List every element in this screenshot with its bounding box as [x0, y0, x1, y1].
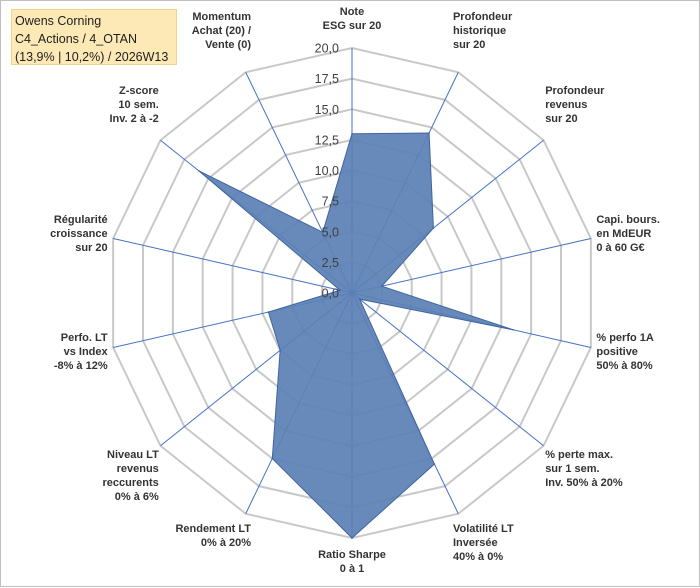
data-point [381, 285, 383, 287]
axis-label-line: croissance [50, 228, 107, 240]
tick-label: 20,0 [315, 42, 339, 56]
axis-label: Capi. bours. en MdEUR 0 à 60 G€ [596, 214, 660, 254]
data-point [321, 231, 324, 234]
tick-label: 0,0 [322, 287, 339, 301]
data-point [271, 457, 274, 460]
axis-label-line: Vente (0) [205, 39, 251, 51]
axis-label-line: 0% à 6% [115, 491, 159, 503]
axis-label-line: revenus [117, 463, 159, 475]
axis-spoke [351, 237, 591, 294]
axis-label: Z-score 10 sem. Inv. 2 à -2 [109, 85, 158, 125]
chart-title-line-2: C4_Actions / 4_OTAN [15, 32, 138, 46]
data-point [512, 329, 515, 331]
axis-label: % perfo 1A positive 50% à 80% [596, 332, 654, 372]
axis-label-line: % perfo 1A [596, 332, 654, 344]
axis-label-line: Momentum [192, 11, 251, 23]
axis-label: Profondeur historique sur 20 [453, 11, 513, 51]
axis-label: Note ESG sur 20 [323, 6, 382, 32]
axis-label: Momentum Achat (20) / Vente (0) [192, 11, 252, 51]
axis-label-line: en MdEUR [596, 228, 651, 240]
axis-label-line: Achat (20) / [192, 25, 251, 37]
axis-label-line: 0% à 20% [201, 537, 251, 549]
data-point [267, 311, 270, 313]
axis-label: Rendement LT 0% à 20% [175, 523, 251, 549]
data-point [279, 349, 281, 352]
axis-label-line: Perfo. LT [61, 332, 108, 344]
axis-label-line: ESG sur 20 [323, 20, 382, 32]
axis-label-line: 50% à 80% [596, 360, 652, 372]
axis-label: % perte max. sur 1 sem. Inv. 50% à 20% [545, 449, 623, 489]
axis-spoke [351, 292, 544, 447]
tick-label: 15,0 [315, 103, 339, 117]
axis-label: Ratio Sharpe 0 à 1 [318, 549, 386, 575]
axis-label-line: sur 20 [75, 242, 107, 254]
axis-label-line: Inv. 2 à -2 [109, 113, 158, 125]
data-point [358, 298, 361, 300]
axis-label-line: 40% à 0% [453, 551, 503, 563]
data-point [197, 170, 200, 172]
chart-title-box: Owens Corning C4_Actions / 4_OTAN (13,9%… [11, 9, 177, 65]
axis-label-line: vs Index [64, 346, 109, 358]
tick-label: 17,5 [315, 72, 339, 86]
data-point [351, 132, 353, 135]
data-point [351, 537, 353, 539]
tick-label: 12,5 [315, 133, 339, 147]
data-point [433, 463, 436, 465]
axis-label-line: 0 à 1 [340, 563, 364, 575]
tick-label: 5,0 [322, 225, 339, 239]
data-point [339, 289, 341, 292]
axis-label: Volatilité LT Inversée 40% à 0% [453, 523, 514, 563]
axis-label-line: 0 à 60 G€ [596, 242, 644, 254]
axis-label-line: Note [340, 6, 364, 18]
axis-label-line: -8% à 12% [54, 360, 108, 372]
axis-label-line: Profondeur [453, 11, 513, 23]
data-point [428, 132, 430, 134]
axis-label-line: Inv. 50% à 20% [545, 477, 623, 489]
axis-label-line: Niveau LT [107, 449, 159, 461]
axis-spoke [113, 237, 353, 294]
axis-label-line: reccurents [103, 477, 159, 489]
tick-label: 10,0 [315, 164, 339, 178]
axis-label: Profondeur revenus sur 20 [545, 85, 605, 125]
axis-label-line: 10 sem. [118, 99, 158, 111]
axis-label-line: sur 20 [453, 39, 485, 51]
axis-label-line: sur 20 [545, 113, 577, 125]
axis-label-line: positive [596, 346, 638, 358]
axis-label: Niveau LT revenus reccurents 0% à 6% [103, 449, 160, 503]
axis-label-line: % perte max. [545, 449, 613, 461]
tick-label: 7,5 [322, 195, 339, 209]
axis-label-line: Z-score [119, 85, 159, 97]
axis-label-line: revenus [545, 99, 587, 111]
axis-label-line: sur 1 sem. [545, 463, 599, 475]
chart-title-line-3: (13,9% | 10,2%) / 2026W13 [15, 50, 169, 64]
axis-label-line: Profondeur [545, 85, 605, 97]
axis-label: Régularité croissance sur 20 [50, 214, 107, 254]
axis-label-line: Régularité [54, 214, 108, 226]
axis-label-line: Inversée [453, 537, 498, 549]
axis-label: Perfo. LT vs Index -8% à 12% [54, 332, 109, 372]
tick-label: 2,5 [322, 256, 339, 270]
axis-label-line: Volatilité LT [453, 523, 514, 535]
chart-title-line-1: Owens Corning [15, 14, 102, 28]
axis-label-line: Ratio Sharpe [318, 549, 386, 561]
data-point [432, 227, 435, 229]
axis-label-line: historique [453, 25, 506, 37]
axis-label-line: Rendement LT [175, 523, 251, 535]
axis-label-line: Capi. bours. [596, 214, 660, 226]
